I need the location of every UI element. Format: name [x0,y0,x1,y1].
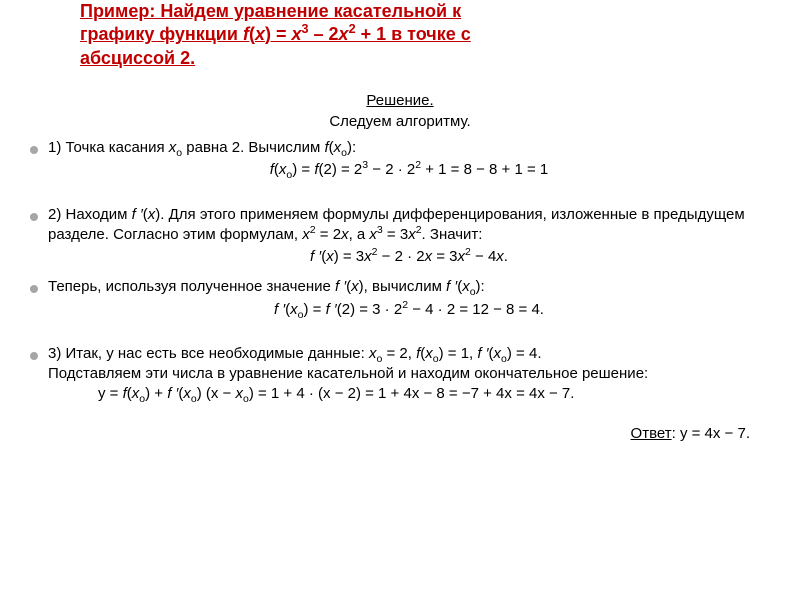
bullet-icon [30,213,38,221]
step-1: 1) Точка касания xо равна 2. Вычислим f(… [30,138,770,183]
step-3: 3) Итак, у нас есть все необходимые данн… [30,344,770,405]
bullet-icon [30,146,38,154]
follow-algorithm: Следуем алгоритму. [30,113,770,130]
step-2b-content: Теперь, используя полученное значение f … [48,277,770,322]
step-2b-formula: f ′(xо) = f ′(2) = 3 · 22 − 4 · 2 = 12 −… [48,300,770,320]
answer-value: : y = 4x − 7. [672,425,750,442]
step-2-content: 2) Находим f ′(x). Для этого применяем ф… [48,205,770,270]
title-line-2: графику функции f(x) = x3 – 2x2 + 1 в то… [80,24,471,44]
bullet-icon [30,352,38,360]
title-line-1: Пример: Найдем уравнение касательной к [80,1,461,21]
slide-content: Пример: Найдем уравнение касательной к г… [0,0,800,452]
bullet-icon [30,285,38,293]
answer: Ответ: y = 4x − 7. [30,425,750,442]
step-3-content: 3) Итак, у нас есть все необходимые данн… [48,344,770,405]
solution-heading: Решение. [30,92,770,109]
step-1-content: 1) Точка касания xо равна 2. Вычислим f(… [48,138,770,183]
step-2b: Теперь, используя полученное значение f … [30,277,770,322]
title-line-3: абсциссой 2. [80,48,195,68]
answer-label: Ответ [631,425,672,442]
step-2-formula: f ′(x) = 3x2 − 2 · 2x = 3x2 − 4x. [48,247,770,267]
step-2: 2) Находим f ′(x). Для этого применяем ф… [30,205,770,270]
example-title: Пример: Найдем уравнение касательной к г… [80,0,730,70]
step-1-formula: f(xо) = f(2) = 23 − 2 · 22 + 1 = 8 − 8 +… [48,160,770,180]
